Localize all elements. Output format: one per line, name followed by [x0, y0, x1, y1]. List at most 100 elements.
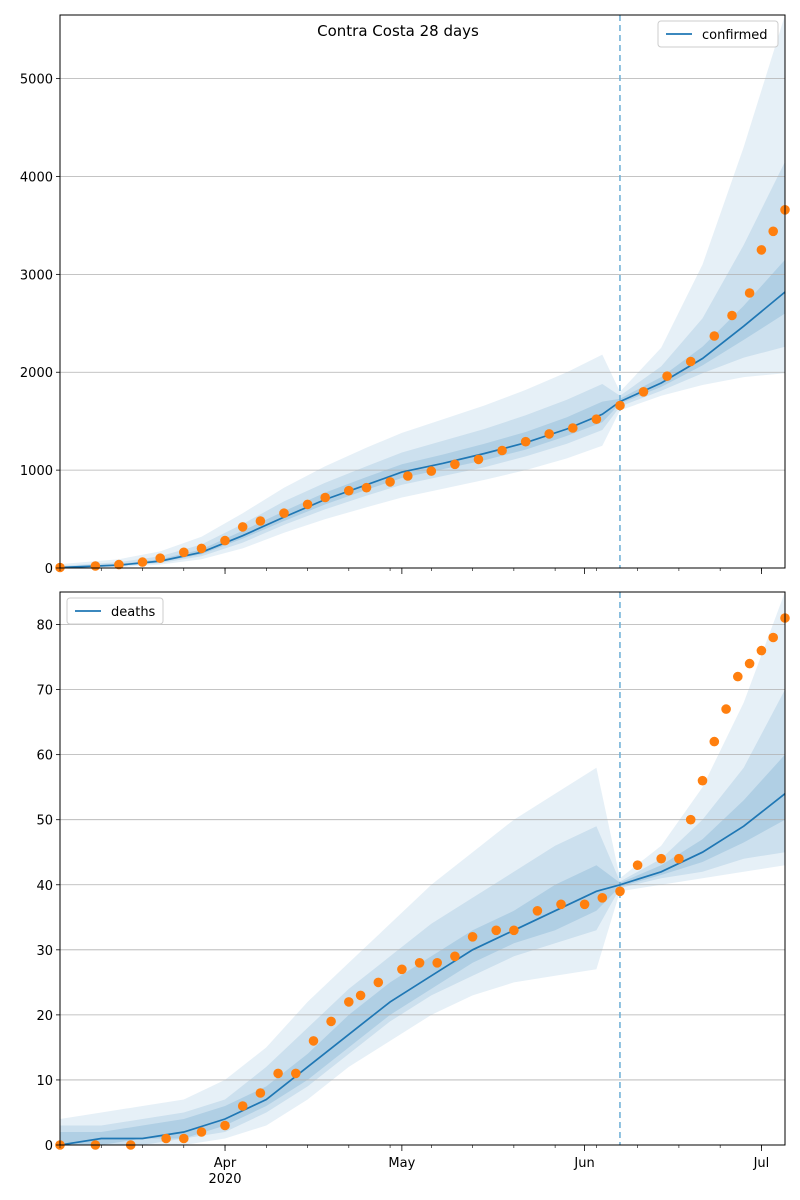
- deaths-model-line: [59, 793, 786, 1146]
- confirmed-plot-frame: [59, 14, 786, 569]
- confirmed-observed-point: [361, 482, 372, 493]
- confirmed-observed-point: [497, 445, 507, 456]
- xtick-label-Jun: Jun: [573, 1156, 594, 1171]
- confirmed-observed-point: [426, 466, 437, 476]
- xtick-label-Jul: Jul: [753, 1156, 770, 1171]
- deaths-observed-point: [161, 1133, 171, 1144]
- confirmed-ytick-label-1000: 1000: [20, 464, 53, 479]
- deaths-plot-frame: [59, 591, 786, 1146]
- confirmed-observed-point: [302, 499, 313, 510]
- xtick-label-Apr: Apr: [214, 1156, 237, 1171]
- confirmed-observed-point: [615, 400, 625, 411]
- deaths-ytick-label-10: 10: [36, 1074, 53, 1089]
- deaths-ytick-label-30: 30: [36, 944, 53, 959]
- confirmed-observed-point: [450, 459, 460, 470]
- deaths-y-axis: 0 10 20 30 40 50 60 70 80: [36, 619, 60, 1154]
- deaths-observed-point: [632, 860, 643, 870]
- deaths-observed-point: [556, 899, 566, 910]
- deaths-observed-point: [579, 899, 590, 910]
- deaths-observed-point: [432, 958, 443, 968]
- confirmed-observed-point: [237, 522, 248, 532]
- deaths-observed-point: [532, 906, 543, 916]
- deaths-observed-point: [615, 886, 625, 897]
- confirmed-observed-point: [320, 492, 331, 503]
- confirmed-y-axis: 0 1000 2000 3000 4000 5000: [20, 73, 60, 577]
- confirmed-observed-point: [196, 543, 207, 554]
- confirmed-ytick-label-5000: 5000: [20, 73, 53, 88]
- confirmed-x-axis: [59, 568, 762, 574]
- confirmed-observed-point: [768, 226, 778, 237]
- deaths-ytick-label-50: 50: [36, 814, 53, 829]
- deaths-legend-box: [66, 597, 164, 625]
- deaths-observed-point: [768, 632, 778, 643]
- confirmed-observed-point: [756, 245, 767, 255]
- confirmed-observed-point: [90, 561, 101, 571]
- confirmed-legend-label: confirmed: [702, 28, 768, 43]
- deaths-observed-points: [55, 613, 790, 1150]
- confirmed-observed-point: [544, 429, 554, 439]
- deaths-observed-point: [237, 1101, 248, 1111]
- deaths-observed-point: [697, 775, 708, 786]
- deaths-observed-point: [255, 1088, 266, 1098]
- deaths-observed-point: [196, 1127, 207, 1137]
- confirmed-observed-point: [179, 547, 189, 558]
- confirmed-observed-point: [662, 371, 672, 382]
- confirmed-observed-point: [709, 331, 720, 341]
- deaths-legend-label: deaths: [111, 605, 156, 620]
- deaths-ytick-label-70: 70: [36, 684, 53, 699]
- deaths-observed-point: [414, 958, 425, 968]
- confirmed-observed-point: [685, 356, 696, 367]
- deaths-observed-point: [179, 1133, 189, 1144]
- deaths-observed-point: [709, 736, 720, 747]
- deaths-observed-point: [344, 997, 354, 1007]
- deaths-observed-point: [397, 964, 407, 975]
- confirmed-observed-point: [727, 310, 737, 321]
- chart-title: Contra Costa 28 days: [317, 22, 479, 40]
- confirmed-observed-point: [473, 454, 484, 465]
- deaths-observed-point: [597, 893, 608, 903]
- confirmed-observed-point: [137, 557, 148, 567]
- confirmed-observed-point: [155, 553, 165, 563]
- deaths-ytick-label-20: 20: [36, 1009, 53, 1024]
- confirmed-uncertainty-bands: [60, 15, 785, 568]
- confirmed-ytick-label-2000: 2000: [20, 366, 53, 381]
- xtick-sublabel-year: 2020: [208, 1172, 241, 1187]
- xtick-label-May: May: [388, 1156, 415, 1171]
- confirmed-observed-point: [255, 516, 266, 526]
- deaths-observed-point: [326, 1016, 336, 1027]
- deaths-observed-point: [674, 853, 684, 864]
- deaths-ytick-label-80: 80: [36, 619, 53, 634]
- deaths-observed-point: [656, 853, 666, 864]
- confirmed-ytick-label-0: 0: [45, 562, 53, 577]
- confirmed-observed-point: [403, 471, 413, 481]
- confirmed-ytick-label-3000: 3000: [20, 268, 53, 283]
- confirmed-observed-point: [744, 288, 755, 298]
- confirmed-observed-point: [591, 414, 602, 425]
- deaths-observed-point: [308, 1036, 319, 1046]
- deaths-ytick-label-40: 40: [36, 879, 53, 894]
- confirmed-panel: 0 1000 2000 3000 4000 5000 Contra Costa 28 da…: [20, 14, 790, 577]
- deaths-observed-point: [733, 671, 743, 682]
- deaths-observed-point: [756, 645, 767, 656]
- deaths-observed-point: [721, 704, 731, 714]
- deaths-observed-point: [450, 951, 460, 962]
- confirmed-observed-point: [568, 423, 578, 433]
- deaths-observed-point: [220, 1120, 230, 1131]
- deaths-observed-point: [509, 925, 519, 936]
- confirmed-observed-point: [520, 436, 531, 447]
- confirmed-legend-box: [657, 20, 779, 48]
- confirmed-observed-point: [114, 559, 124, 570]
- confirmed-ytick-label-4000: 4000: [20, 170, 53, 185]
- deaths-observed-point: [273, 1068, 283, 1079]
- confirmed-observed-point: [385, 477, 395, 487]
- deaths-legend: deaths: [66, 597, 164, 625]
- confirmed-observed-point: [279, 508, 289, 518]
- confirmed-observed-point: [220, 535, 230, 546]
- deaths-observed-point: [744, 658, 755, 669]
- deaths-observed-point: [373, 977, 384, 988]
- confirmed-legend: confirmed: [657, 20, 779, 48]
- confirmed-band-0: [60, 15, 785, 568]
